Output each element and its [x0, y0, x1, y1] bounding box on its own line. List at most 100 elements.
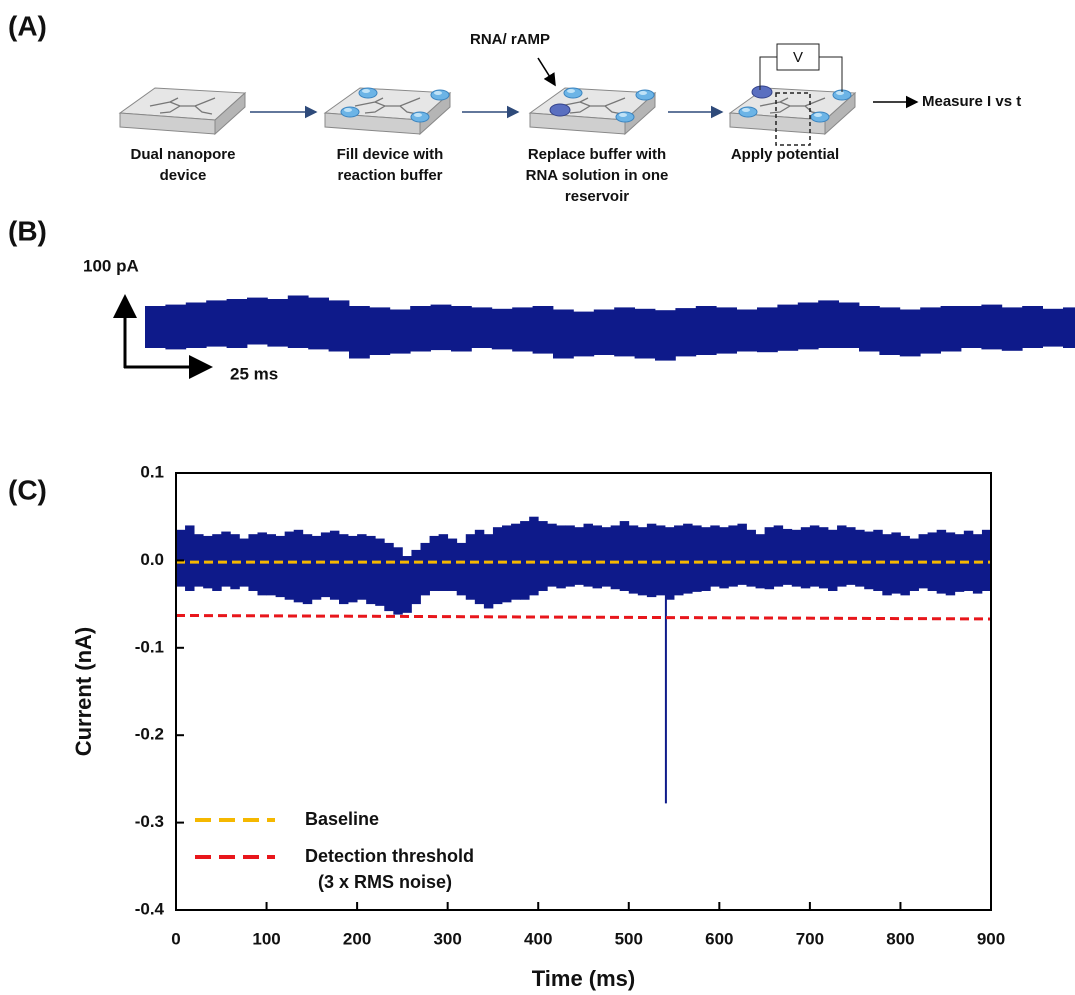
trace: [736, 309, 758, 352]
legend-label: Detection threshold: [305, 846, 474, 866]
trace: [206, 300, 227, 347]
step-label: Replace buffer with: [528, 146, 666, 163]
scale-label: 25 ms: [230, 364, 278, 383]
trace: [593, 309, 615, 355]
plot-frame: [175, 472, 992, 911]
panel-label: (C): [8, 474, 47, 505]
trace: [800, 527, 811, 589]
trace: [573, 311, 595, 357]
trace: [185, 525, 195, 591]
trace: [818, 527, 829, 589]
trace: [366, 535, 376, 605]
trace: [565, 525, 575, 587]
trace: [284, 531, 295, 600]
trace: [873, 529, 883, 591]
trace: [212, 534, 222, 591]
trace: [719, 527, 729, 589]
trace: [529, 516, 539, 596]
trace: [410, 306, 431, 352]
legend-note: (3 x RMS noise): [318, 872, 452, 892]
trace: [247, 297, 268, 345]
trace: [471, 307, 493, 348]
y-tick-label: -0.1: [135, 637, 164, 656]
y-tick-label: 0.0: [140, 550, 164, 569]
trace: [746, 529, 756, 587]
trace: [675, 308, 697, 357]
trace: [614, 307, 635, 357]
trace: [954, 534, 965, 592]
trace: [920, 307, 941, 354]
trace: [329, 530, 340, 600]
step-label: device: [160, 167, 207, 184]
trace: [293, 529, 304, 603]
trace: [574, 527, 584, 585]
step-arrows: [250, 57, 919, 119]
trace: [402, 556, 412, 613]
x-tick-label: 0: [171, 929, 180, 948]
trace: [899, 309, 921, 357]
trace: [864, 531, 874, 590]
trace: [393, 547, 403, 615]
trace: [456, 542, 467, 596]
legend-label: Baseline: [305, 809, 379, 829]
trace: [221, 531, 231, 587]
trace: [909, 538, 919, 591]
step-label: Dual nanopore: [130, 146, 235, 163]
trace: [855, 529, 865, 587]
trace: [165, 304, 187, 350]
trace: [674, 525, 684, 596]
trace: [961, 306, 982, 348]
trace: [502, 525, 512, 603]
x-tick-label: 200: [343, 929, 371, 948]
y-axis-title: Current (nA): [71, 627, 96, 757]
trace: [257, 532, 267, 596]
trace: [809, 525, 820, 587]
trace: [547, 523, 557, 587]
trace: [716, 307, 737, 354]
panel-label: (A): [8, 10, 47, 41]
trace: [348, 535, 358, 603]
trace: [349, 306, 370, 359]
y-tick-label: 0.1: [140, 462, 164, 481]
trace: [655, 310, 676, 361]
x-tick-label: 400: [524, 929, 552, 948]
trace: [634, 308, 656, 359]
x-tick-label: 600: [705, 929, 733, 948]
trace: [695, 306, 717, 355]
trace: [357, 534, 367, 600]
x-tick-label: 900: [977, 929, 1005, 948]
trace: [646, 523, 657, 598]
panel-label: (B): [8, 215, 47, 246]
trace: [764, 527, 775, 590]
x-tick-label: 800: [886, 929, 914, 948]
trace: [375, 538, 385, 606]
trace: [447, 538, 458, 591]
trace: [512, 307, 533, 352]
y-tick-label: -0.4: [135, 899, 165, 918]
trace: [226, 299, 248, 348]
trace: [538, 521, 548, 591]
trace: [267, 299, 289, 347]
trace: [451, 306, 472, 352]
step-label: reservoir: [565, 188, 629, 205]
trace: [320, 532, 331, 598]
trace: [859, 306, 880, 352]
trace: [610, 525, 621, 590]
trace: [879, 307, 901, 355]
reference-line: [175, 613, 992, 621]
trace: [728, 525, 738, 587]
trace: [1022, 306, 1043, 348]
trace: [328, 300, 350, 352]
trace: [430, 304, 452, 351]
trace: [936, 529, 947, 594]
trace: [773, 525, 784, 587]
step-label: Fill device with: [337, 146, 444, 163]
trace: [828, 529, 838, 591]
y-tick-label: -0.3: [135, 812, 164, 831]
trace: [474, 529, 485, 605]
trace: [737, 523, 747, 585]
trace: [302, 534, 313, 605]
trace: [194, 534, 204, 587]
trace: [532, 306, 554, 354]
